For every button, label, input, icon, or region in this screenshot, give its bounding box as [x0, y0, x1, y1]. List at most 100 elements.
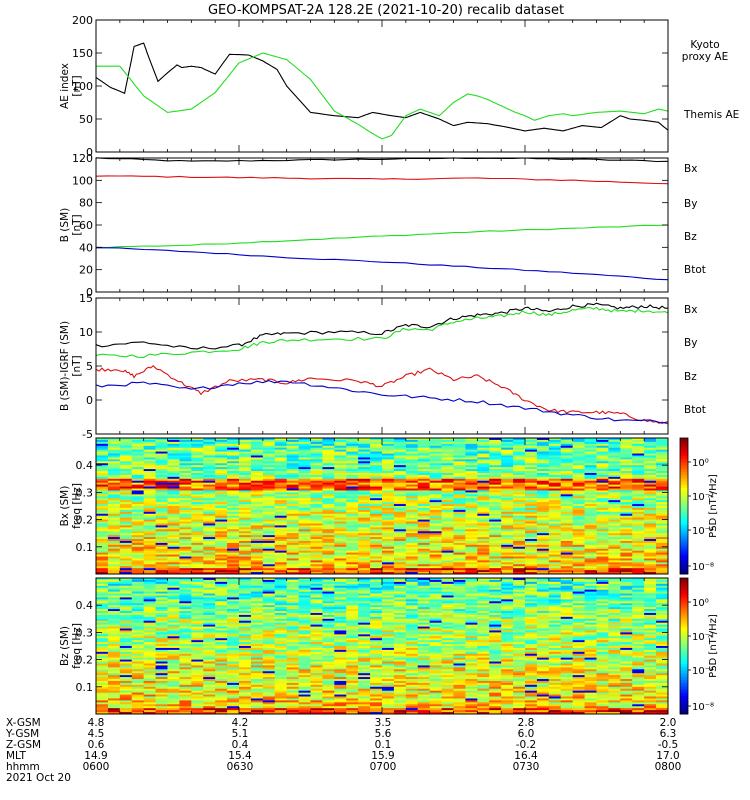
spectrogram-cell: [155, 688, 168, 692]
spectrogram-cell: [191, 558, 204, 561]
spectrogram-cell: [298, 469, 311, 472]
spectrogram-cell: [274, 494, 288, 497]
spectrogram-cell: [501, 550, 514, 554]
spectrogram-cell: [215, 622, 228, 626]
spectrogram-cell: [119, 680, 133, 684]
spectrogram-cell: [370, 492, 383, 495]
spectrogram-cell: [334, 472, 347, 476]
spectrogram-cell: [131, 640, 145, 643]
spectrogram-cell: [441, 531, 454, 534]
spectrogram-cell: [191, 690, 204, 694]
spectrogram-cell: [298, 599, 311, 602]
spectrogram-cell: [536, 480, 550, 484]
spectrogram-cell: [227, 467, 240, 470]
spectrogram-cell: [322, 453, 335, 456]
spectrogram-cell: [203, 572, 216, 575]
spectrogram-cell: [131, 661, 145, 664]
spectrogram-cell: [334, 564, 347, 567]
spectrogram-cell: [239, 474, 252, 478]
spectrogram-cell: [417, 474, 431, 478]
spectrogram-cell: [656, 540, 669, 544]
spectrogram-cell: [405, 558, 419, 561]
spectrogram-cell: [262, 692, 276, 695]
spectrogram-cell: [310, 550, 323, 554]
spectrogram-cell: [310, 521, 323, 524]
spectrogram-cell: [608, 542, 621, 546]
spectrogram-cell: [179, 542, 192, 546]
spectrogram-cell: [239, 632, 252, 635]
spectrogram-cell: [382, 447, 395, 451]
spectrogram-cell: [393, 457, 407, 460]
spectrogram-cell: [203, 663, 216, 666]
spectrogram-cell: [620, 552, 633, 555]
spectrogram-cell: [310, 453, 323, 456]
spectrogram-cell: [191, 474, 204, 478]
spectrogram-cell: [131, 535, 145, 538]
spectrogram-cell: [191, 704, 204, 707]
spectrogram-cell: [96, 515, 109, 519]
spectrogram-cell: [620, 474, 633, 478]
spectrogram-cell: [334, 480, 347, 484]
spectrogram-cell: [191, 546, 204, 550]
spectrogram-cell: [584, 511, 597, 515]
spectrogram-cell: [131, 578, 145, 581]
spectrogram-cell: [155, 667, 168, 670]
spectrogram-cell: [322, 474, 335, 478]
spectrogram-cell: [477, 507, 490, 511]
spectrogram-cell: [203, 535, 216, 538]
spectrogram-cell: [298, 669, 311, 672]
spectrogram-cell: [250, 438, 264, 441]
spectrogram-cell: [358, 513, 371, 517]
spectrogram-cell: [239, 638, 252, 641]
spectrogram-cell: [358, 507, 371, 511]
spectrogram-cell: [227, 461, 240, 464]
spectrogram-cell: [191, 537, 204, 540]
spectrogram-cell: [179, 624, 192, 627]
spectrogram-cell: [405, 525, 419, 528]
spectrogram-cell: [155, 463, 168, 466]
spectrogram-cell: [298, 688, 311, 692]
spectrogram-cell: [441, 560, 454, 563]
spectrogram-cell: [441, 515, 454, 519]
spectrogram-cell: [382, 498, 395, 501]
spectrogram-cell: [429, 486, 442, 489]
spectrogram-cell: [191, 646, 204, 649]
spectrogram-cell: [191, 589, 204, 592]
spectrogram-cell: [227, 445, 240, 449]
spectrogram-cell: [525, 513, 538, 517]
spectrogram-cell: [191, 498, 204, 501]
spectrogram-cell: [179, 449, 192, 452]
spectrogram-cell: [513, 552, 526, 555]
spectrogram-cell: [429, 474, 442, 478]
spectrogram-cell: [215, 708, 228, 711]
spectrogram-cell: [250, 665, 264, 668]
spectrogram-cell: [358, 546, 371, 550]
spectrogram-cell: [107, 533, 121, 536]
spectrogram-cell: [453, 494, 466, 497]
spectrogram-cell: [489, 482, 502, 486]
spectrogram-cell: [310, 478, 323, 482]
spectrogram-cell: [96, 511, 109, 515]
spectrogram-cell: [489, 535, 502, 538]
spectrogram-cell: [417, 455, 431, 458]
spectrogram-cell: [262, 467, 276, 470]
spectrogram-cell: [441, 472, 454, 476]
spectrogram-cell: [107, 616, 121, 620]
spectrogram-cell: [298, 480, 311, 484]
spectrogram-cell: [286, 616, 299, 620]
spectrogram-cell: [346, 472, 359, 476]
spectrogram-cell: [286, 550, 299, 554]
spectrogram-cell: [644, 570, 657, 573]
spectrogram-cell: [644, 568, 657, 571]
spectrogram-cell: [143, 546, 156, 550]
spectrogram-cell: [274, 566, 288, 569]
spectrogram-cell: [632, 439, 645, 443]
spectrogram-cell: [548, 492, 562, 495]
spectrogram-cell: [191, 539, 204, 542]
spectrogram-cell: [346, 447, 359, 451]
spectrogram-cell: [143, 682, 156, 686]
spectrogram-cell: [346, 537, 359, 540]
spectrogram-cell: [119, 507, 133, 511]
spectrogram-cell: [107, 471, 121, 474]
spectrogram-cell: [274, 498, 288, 501]
